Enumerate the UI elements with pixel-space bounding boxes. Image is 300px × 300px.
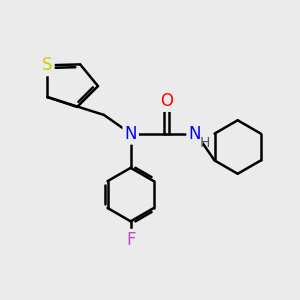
Text: H: H	[199, 136, 210, 150]
Text: O: O	[160, 92, 173, 110]
Text: N: N	[124, 125, 137, 143]
Text: F: F	[126, 231, 135, 249]
Text: N: N	[188, 125, 201, 143]
Text: S: S	[42, 56, 53, 74]
